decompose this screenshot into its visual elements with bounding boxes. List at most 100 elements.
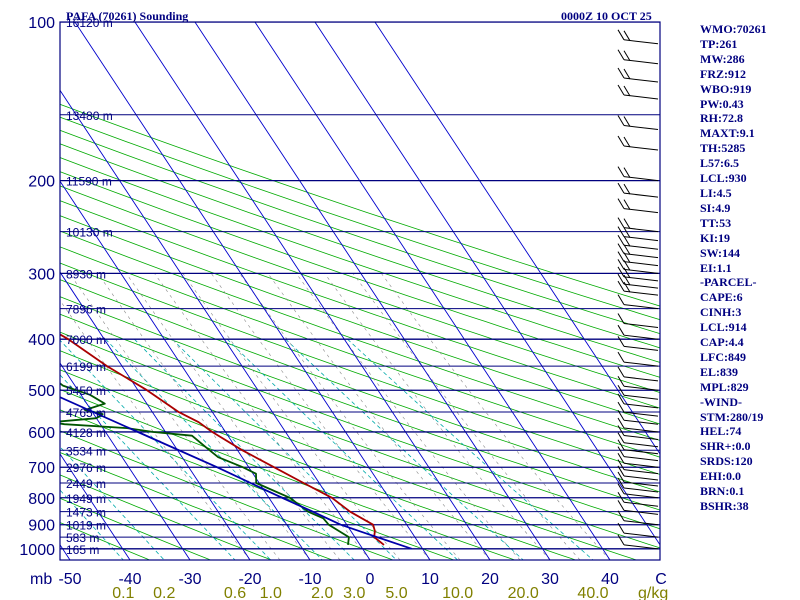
wind-barb-feather (617, 294, 625, 305)
wind-barb (623, 125, 659, 131)
wind-barb-feather (623, 167, 631, 178)
wind-barb (623, 39, 659, 45)
wind-barb (623, 501, 659, 507)
height-label: 6199 m (66, 360, 106, 374)
wind-barb-feather (617, 235, 625, 246)
wind-barb (623, 227, 659, 233)
dry-adiabat (60, 409, 454, 560)
wind-barb-feather (617, 534, 625, 546)
wind-barb (623, 376, 659, 382)
index-item: EI:1.1 (700, 260, 732, 275)
wind-barb (623, 403, 659, 409)
wind-barb (623, 475, 659, 481)
wind-barb-feather (617, 280, 625, 292)
wind-barb (623, 442, 659, 448)
wind-barb-feather (617, 166, 625, 177)
wind-barb-feather (617, 432, 625, 443)
wind-barb (623, 304, 659, 310)
wind-barb (623, 94, 659, 100)
dry-adiabat (60, 171, 660, 378)
mixing-ratio-label: 5.0 (385, 585, 407, 600)
dry-adiabat (60, 157, 660, 363)
index-item: BRN:0.1 (700, 484, 745, 499)
index-item: EHI:0.0 (700, 469, 742, 484)
moist-adiabat (154, 273, 371, 560)
mixing-ratio-label: 20.0 (508, 585, 539, 600)
wind-barb (623, 419, 659, 425)
temperature-tick-label: 10 (421, 571, 439, 588)
temperature-tick-label: 0 (366, 571, 375, 588)
temperature-profile (60, 333, 385, 546)
dry-adiabat (60, 430, 394, 560)
wind-barb-feather (617, 135, 625, 147)
wind-barb (623, 145, 659, 151)
mixing-ratio-line (134, 338, 355, 560)
dry-adiabat (60, 474, 272, 560)
index-item: -PARCEL- (700, 275, 757, 290)
mixing-ratio-label: 0.2 (153, 585, 175, 600)
wind-barb-feather (623, 199, 631, 210)
pressure-tick-label: 100 (28, 15, 55, 32)
index-item: SI:4.9 (700, 200, 731, 215)
moist-adiabat (296, 273, 521, 560)
height-label: 10130 m (66, 226, 113, 240)
mixing-ratio-label: 2.0 (311, 585, 333, 600)
height-label: 16120 m (66, 16, 113, 30)
wind-barb-feather (623, 116, 631, 127)
dry-adiabat (60, 129, 660, 335)
isotherm (254, 22, 611, 560)
dry-adiabat (60, 246, 660, 458)
wind-barb (623, 493, 659, 499)
height-label: 5450 m (66, 384, 106, 398)
wind-barb (623, 385, 659, 391)
wind-barb-feather (617, 452, 625, 464)
moist-adiabat (352, 273, 581, 560)
mixing-ratio-line (172, 338, 397, 560)
height-label: 4765 m (66, 406, 106, 420)
wind-barb (623, 322, 659, 328)
wind-barb (623, 192, 659, 198)
temperature-tick-label: -50 (58, 571, 81, 588)
index-item: TH:5285 (700, 141, 746, 156)
wind-barb-feather (617, 459, 625, 470)
wind-barb-feather (623, 85, 631, 97)
index-item: SHR+:0.0 (700, 439, 751, 454)
moist-adiabat (381, 273, 611, 560)
wind-barb-feather (617, 29, 625, 41)
dry-adiabat (60, 116, 660, 321)
wind-barb-feather (617, 366, 625, 378)
wind-barb-feather (617, 273, 625, 285)
wind-barb (623, 481, 659, 487)
dry-adiabat (60, 313, 660, 530)
dry-adiabat (60, 350, 637, 560)
wind-barb-feather (623, 281, 631, 293)
wind-barb-feather (623, 274, 631, 286)
wind-barb-feather (617, 266, 625, 278)
wind-barb-feather (617, 510, 625, 521)
wind-barb-feather (617, 409, 625, 421)
plot-area (60, 22, 660, 560)
wind-barb-feather (617, 384, 625, 396)
height-label: 165 m (66, 543, 99, 557)
mixing-ratio-label: 0.1 (112, 585, 134, 600)
pressure-tick-label: 200 (28, 174, 55, 191)
isotherm (134, 22, 491, 560)
mixing-ratio-label: 3.0 (343, 585, 365, 600)
mixing-ratio-label: 1.0 (260, 585, 282, 600)
height-label: 7000 m (66, 333, 106, 347)
temperature-tick-label: 20 (481, 571, 499, 588)
temperature-tick-label: -10 (298, 571, 321, 588)
height-label: 11590 m (66, 175, 112, 189)
wind-barb-feather (617, 491, 625, 503)
moist-adiabat (182, 273, 401, 560)
wind-barb-feather (617, 351, 625, 363)
index-item: KI:19 (700, 230, 730, 245)
pressure-tick-label: 800 (28, 491, 55, 508)
index-item: MW:286 (700, 51, 745, 66)
wind-barb-feather (623, 252, 631, 263)
index-item: RH:72.8 (700, 111, 743, 126)
dry-adiabat (60, 296, 660, 511)
pressure-tick-label: 300 (28, 266, 55, 283)
moist-adiabat (125, 273, 341, 560)
wind-barb-feather (617, 425, 625, 436)
